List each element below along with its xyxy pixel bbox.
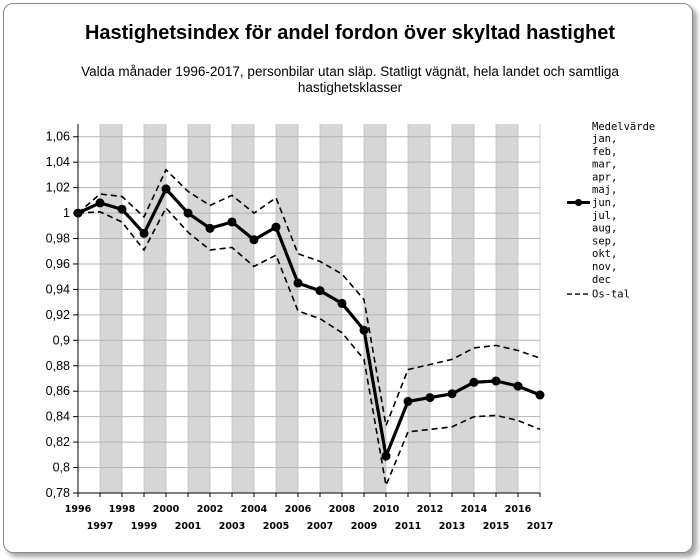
legend-item: jul, bbox=[592, 210, 617, 222]
data-point bbox=[117, 204, 127, 214]
legend-item: feb, bbox=[592, 146, 617, 158]
series-line-dashed bbox=[77, 168, 541, 429]
y-tick-label: 0,9 bbox=[53, 333, 70, 347]
x-tick-label: 2003 bbox=[219, 521, 245, 532]
x-tick-label: 2001 bbox=[175, 521, 201, 532]
y-tick-label: 0,78 bbox=[46, 486, 70, 500]
legend-item: jan, bbox=[592, 133, 617, 145]
chart-subtitle: Valda månader 1996-2017, personbilar uta… bbox=[81, 64, 619, 95]
data-point bbox=[447, 389, 457, 399]
y-tick-label: 0,86 bbox=[46, 384, 70, 398]
x-tick-label: 2007 bbox=[307, 521, 333, 532]
data-point bbox=[535, 390, 545, 400]
year-band bbox=[342, 124, 364, 493]
y-tick-label: 1,02 bbox=[46, 181, 70, 195]
legend-header: Medelvärde bbox=[592, 121, 655, 133]
y-tick-label: 0,8 bbox=[53, 461, 70, 475]
x-tick-label: 2004 bbox=[241, 504, 268, 515]
x-tick-label: 2013 bbox=[439, 521, 465, 532]
grid-lines bbox=[77, 124, 541, 494]
data-point bbox=[227, 217, 237, 227]
data-point bbox=[359, 325, 369, 335]
data-point bbox=[271, 222, 281, 232]
data-point bbox=[337, 298, 347, 308]
y-tick-label: 0,98 bbox=[46, 232, 70, 246]
x-tick-label: 2009 bbox=[351, 521, 377, 532]
x-tick-label: 2017 bbox=[527, 521, 553, 532]
series-lines bbox=[73, 168, 545, 489]
x-axis-ticks: 1996 1998 2000 2002 2004 2006 2008 2010 2012 2014… bbox=[65, 493, 553, 532]
data-point bbox=[249, 235, 259, 245]
legend-item: maj, bbox=[592, 184, 617, 196]
data-point bbox=[403, 396, 413, 406]
data-point bbox=[139, 228, 149, 238]
y-tick-label: 0,92 bbox=[46, 308, 70, 322]
x-tick-label: 2008 bbox=[329, 504, 356, 515]
y-axis-ticks: 0,78 0,8 0,82 0,84 0,86 0,88 0,9 0,92 0,94 0,96 0,… bbox=[46, 130, 78, 500]
year-band bbox=[210, 124, 232, 493]
x-tick-label: 2015 bbox=[483, 521, 509, 532]
year-band bbox=[254, 124, 276, 493]
year-band bbox=[430, 124, 452, 493]
x-tick-label: 2011 bbox=[395, 521, 421, 532]
x-tick-label: 2006 bbox=[285, 504, 312, 515]
data-point bbox=[293, 278, 303, 288]
y-tick-label: 0,82 bbox=[46, 435, 70, 449]
legend-item: mar, bbox=[592, 159, 617, 171]
legend-item: okt, bbox=[592, 248, 617, 260]
x-tick-label: 1997 bbox=[87, 521, 113, 532]
data-point bbox=[469, 377, 479, 387]
y-tick-label: 1 bbox=[63, 206, 70, 220]
data-point bbox=[205, 223, 215, 233]
year-band bbox=[386, 124, 408, 493]
x-tick-label: 1996 bbox=[65, 504, 92, 515]
year-band bbox=[518, 124, 540, 493]
x-tick-label: 2014 bbox=[461, 504, 488, 515]
legend-item: jun, bbox=[592, 197, 617, 209]
year-band bbox=[298, 124, 320, 493]
legend-item: sep, bbox=[592, 235, 617, 247]
x-tick-label: 1999 bbox=[131, 521, 157, 532]
legend-swatch-marker bbox=[574, 198, 583, 207]
x-tick-label: 2016 bbox=[505, 504, 532, 515]
x-tick-label: 2005 bbox=[263, 521, 289, 532]
data-point bbox=[513, 381, 523, 391]
y-tick-label: 1,06 bbox=[46, 130, 70, 144]
year-band bbox=[166, 124, 188, 493]
legend-item: nov, bbox=[592, 261, 617, 273]
legend: Medelvärdejan,feb,mar,apr,maj,jun,jul,au… bbox=[567, 121, 655, 301]
y-tick-label: 1,04 bbox=[46, 155, 70, 169]
legend-item-os-tal: Os-tal bbox=[592, 289, 630, 301]
data-point bbox=[381, 451, 391, 461]
x-tick-label: 2010 bbox=[373, 504, 400, 515]
legend-item: dec bbox=[592, 274, 611, 286]
legend-item: aug, bbox=[592, 223, 617, 235]
x-tick-label: 2000 bbox=[153, 504, 180, 515]
data-point bbox=[425, 393, 435, 403]
legend-item: apr, bbox=[592, 171, 617, 183]
series-line-main bbox=[77, 186, 541, 462]
x-tick-label: 2012 bbox=[417, 504, 443, 515]
y-tick-label: 0,96 bbox=[46, 257, 70, 271]
data-point bbox=[183, 208, 193, 218]
year-band bbox=[78, 124, 100, 493]
series-line-dashed bbox=[77, 206, 541, 489]
y-tick-label: 0,84 bbox=[46, 410, 70, 424]
y-tick-label: 0,94 bbox=[46, 282, 70, 296]
x-tick-label: 1998 bbox=[109, 504, 136, 515]
data-point bbox=[95, 198, 105, 208]
chart-title: Hastighetsindex för andel fordon över sk… bbox=[84, 22, 616, 44]
data-point bbox=[161, 184, 171, 194]
year-band bbox=[122, 124, 144, 493]
year-band bbox=[474, 124, 496, 493]
data-point bbox=[491, 376, 501, 386]
y-tick-label: 0,88 bbox=[46, 359, 70, 373]
x-tick-label: 2002 bbox=[197, 504, 223, 515]
data-point bbox=[315, 286, 325, 296]
